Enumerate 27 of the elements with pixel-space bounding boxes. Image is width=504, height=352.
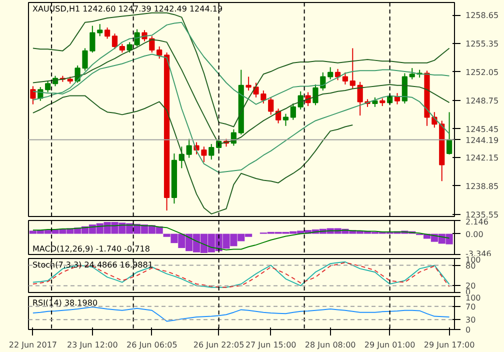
x-tick-label: 27 Jun 15:00 bbox=[245, 340, 296, 350]
x-tick-label: 29 Jun 17:00 bbox=[424, 340, 475, 350]
y-tick-label: 2.146 bbox=[466, 218, 488, 226]
x-tick-label: 22 Jun 2017 bbox=[8, 340, 58, 350]
text: MACD(12,26,9) -1.740 -0.718 bbox=[32, 244, 150, 254]
y-tick-label: 1248.75 bbox=[466, 96, 499, 106]
x-tick-label: 23 Jun 12:00 bbox=[67, 340, 118, 350]
y-tick-label: 0.00 bbox=[466, 230, 484, 239]
x-tick-label: 26 Jun 22:05 bbox=[193, 340, 244, 350]
chart-title: XAUUSD,H1 1242.60 1247.39 1242.49 1244.19 bbox=[32, 4, 223, 14]
y-tick-label: 70 bbox=[466, 302, 476, 312]
chart-title: Stoch(7,3,3) 24.4866 16.9881 bbox=[32, 260, 153, 270]
chart-title: RSI(14) 38.1980 bbox=[32, 298, 98, 308]
x-tick-label: 28 Jun 08:00 bbox=[304, 340, 356, 350]
y-tick-label: 1258.65 bbox=[466, 11, 499, 20]
y-tick-label: 30 bbox=[466, 316, 476, 325]
y-tick-label: 0 bbox=[466, 326, 471, 334]
y-tick-label: 1242.15 bbox=[466, 153, 499, 162]
y-tick-label: 1238.85 bbox=[466, 182, 499, 191]
y-tick-label: 1245.45 bbox=[466, 124, 499, 134]
x-tick-label: 26 Jun 06:05 bbox=[126, 340, 178, 350]
y-tick-label: 1255.35 bbox=[466, 39, 499, 48]
ref-line-label: 1244.19 bbox=[466, 136, 499, 145]
y-tick-label: 1235.55 bbox=[466, 210, 499, 220]
y-tick-label: 100 bbox=[466, 294, 481, 302]
y-tick-label: 1252.05 bbox=[466, 68, 499, 77]
x-tick-label: 29 Jun 01:00 bbox=[364, 340, 416, 350]
